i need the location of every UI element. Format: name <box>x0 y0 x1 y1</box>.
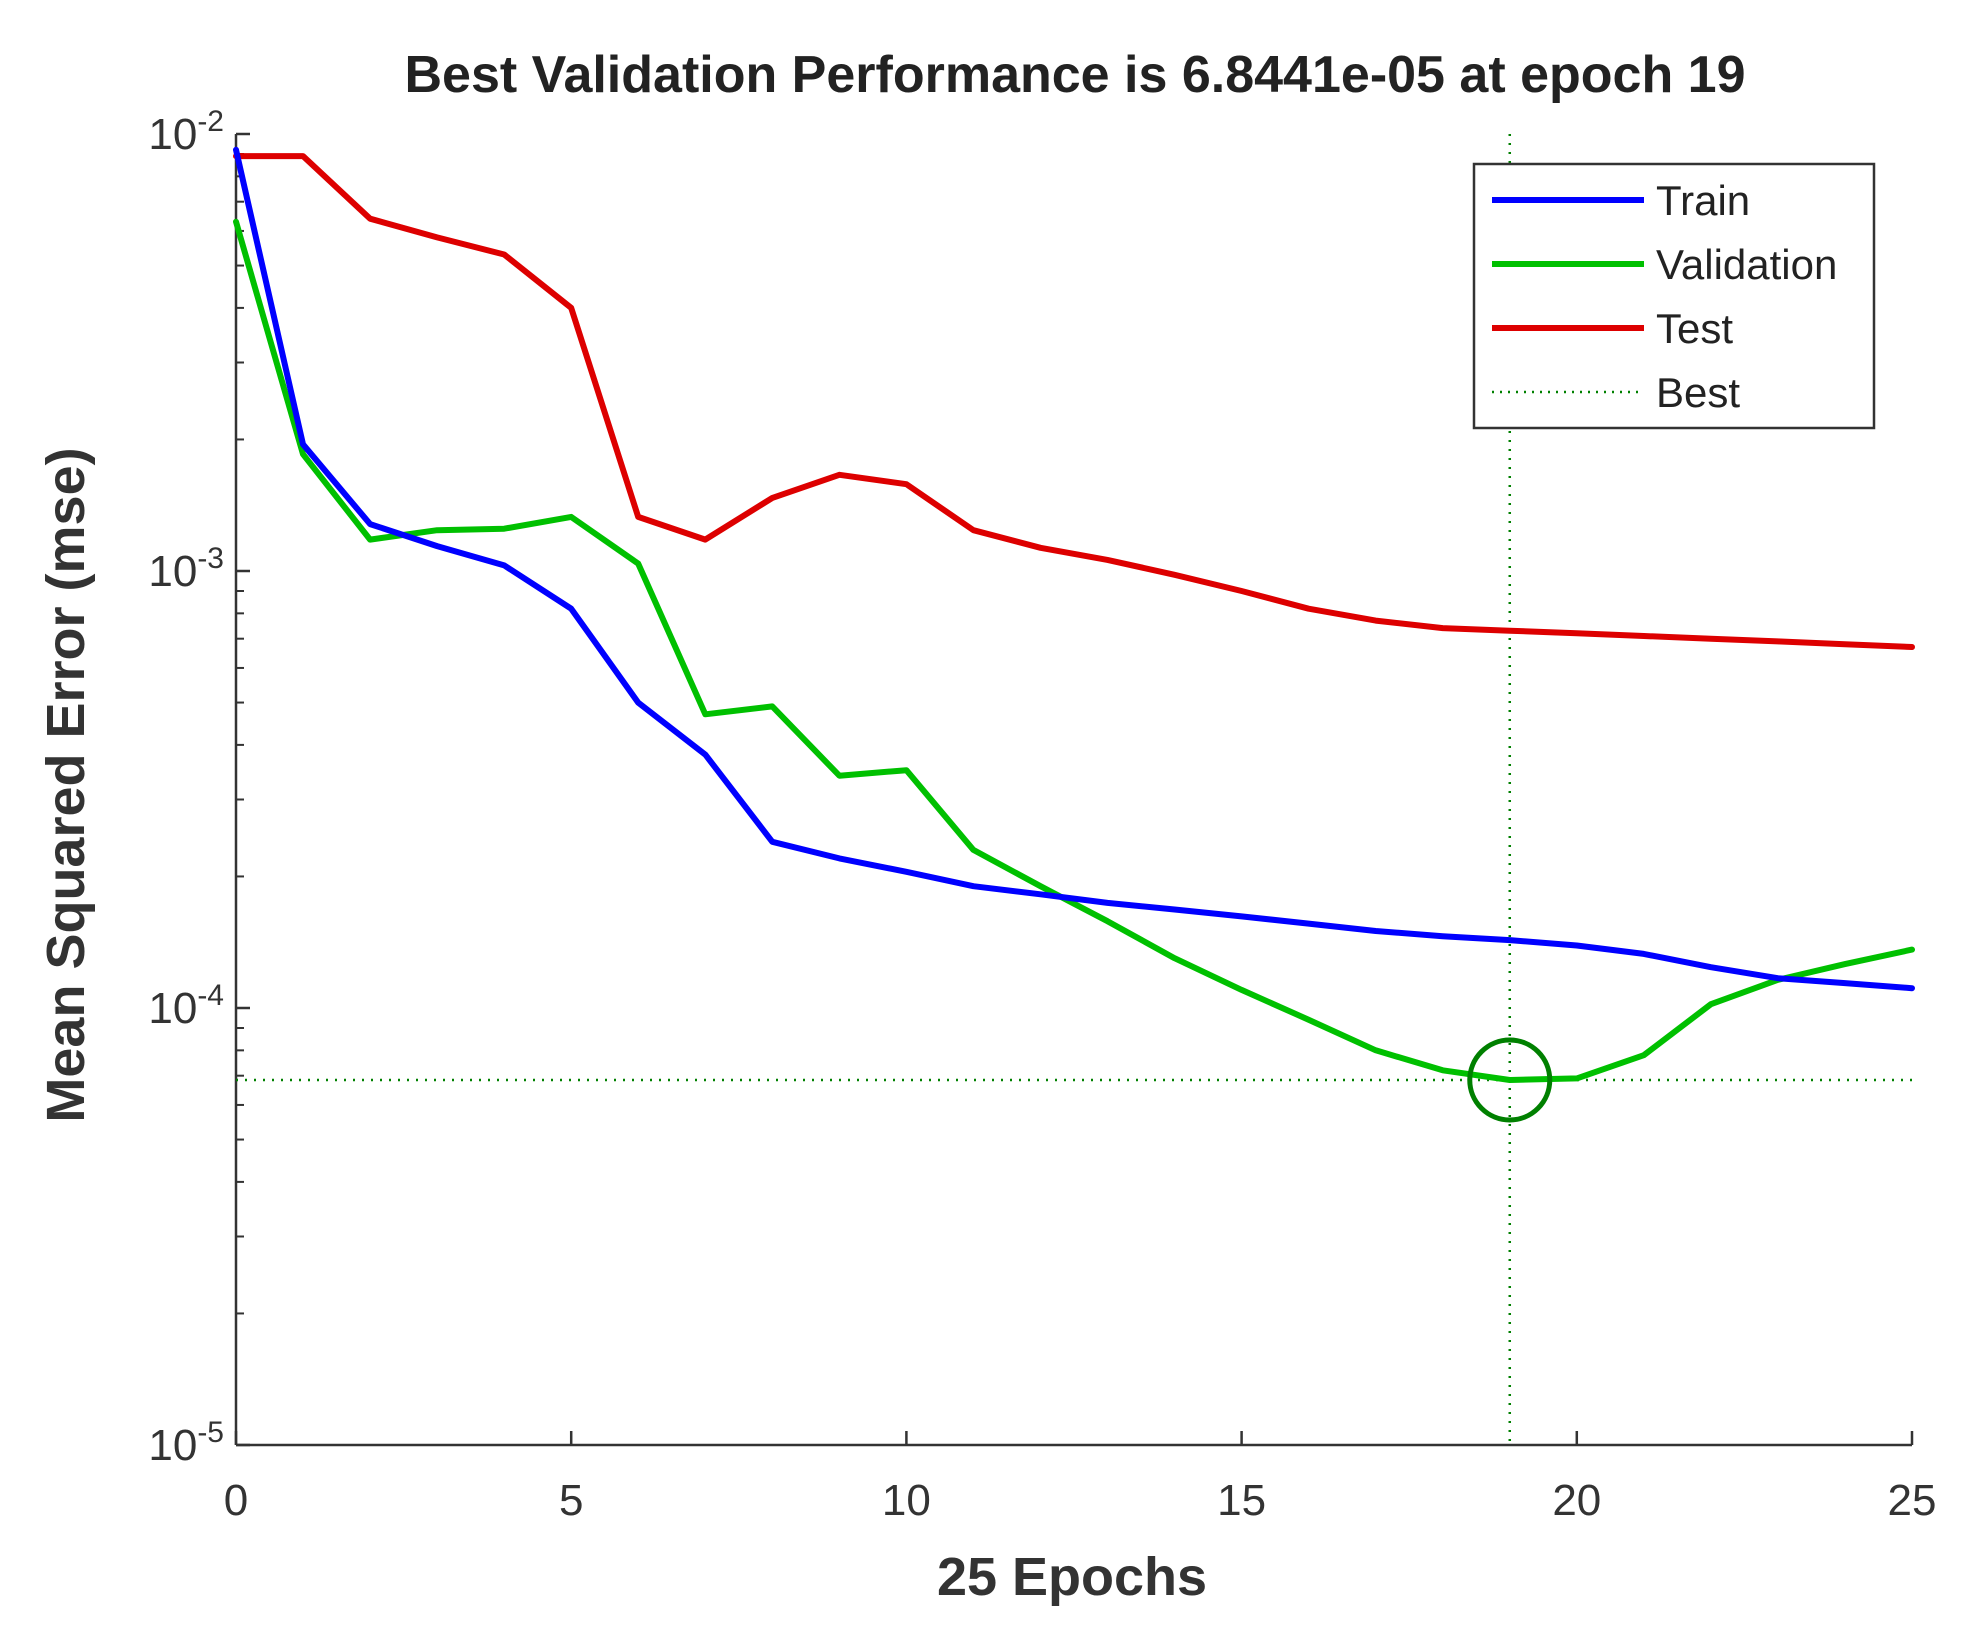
x-axis-label: 25 Epochs <box>937 1547 1207 1607</box>
legend-label-train: Train <box>1656 177 1750 224</box>
x-tick-label: 20 <box>1552 1476 1601 1525</box>
x-tick-label: 10 <box>882 1476 931 1525</box>
best-marker-circle <box>1467 1037 1553 1123</box>
series-line-test <box>233 153 1915 650</box>
legend-label-test: Test <box>1656 305 1733 352</box>
legend-label-validation: Validation <box>1656 241 1837 288</box>
series-line-validation <box>233 218 1915 1083</box>
y-axis-label: Mean Squared Error (mse) <box>36 447 96 1122</box>
y-tick-label: 10-3 <box>148 542 224 596</box>
x-tick-label: 0 <box>224 1476 248 1525</box>
legend: Train Validation Test Best <box>1472 162 1876 430</box>
series-line-train <box>233 146 1915 992</box>
x-tick-label: 25 <box>1888 1476 1937 1525</box>
y-tick-label: 10-2 <box>148 105 224 159</box>
y-tick-label: 10-5 <box>148 1416 224 1470</box>
chart-title: Best Validation Performance is 6.8441e-0… <box>404 46 1745 104</box>
legend-box <box>1472 162 1876 430</box>
y-tick-label: 10-4 <box>148 979 224 1033</box>
x-tick-label: 5 <box>559 1476 583 1525</box>
plot-area: 0 5 10 15 20 25 10-5 10-4 10-3 10-2 <box>148 105 1936 1525</box>
legend-label-best: Best <box>1656 369 1740 416</box>
x-tick-label: 15 <box>1217 1476 1266 1525</box>
